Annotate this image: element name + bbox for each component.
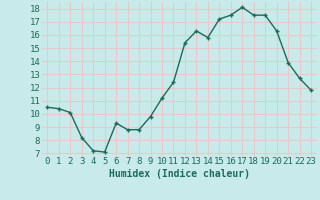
X-axis label: Humidex (Indice chaleur): Humidex (Indice chaleur) (109, 169, 250, 179)
